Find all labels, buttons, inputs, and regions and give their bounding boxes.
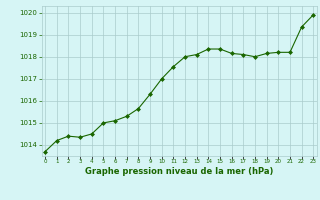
X-axis label: Graphe pression niveau de la mer (hPa): Graphe pression niveau de la mer (hPa) (85, 167, 273, 176)
